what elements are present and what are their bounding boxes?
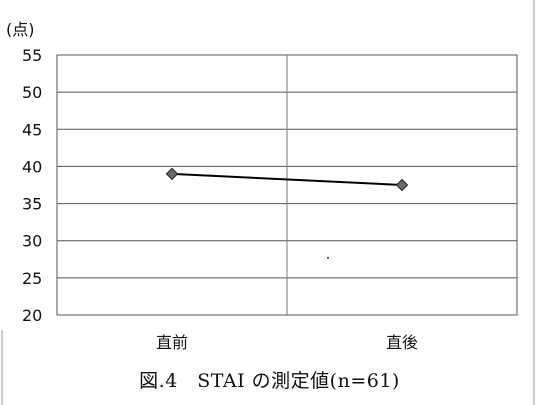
series-group <box>165 167 409 192</box>
y-tick-25: 25 <box>22 269 42 288</box>
y-tick-40: 40 <box>22 157 42 176</box>
y-tick-55: 55 <box>22 46 42 65</box>
y-tick-50: 50 <box>22 83 42 102</box>
data-point-0-0 <box>165 167 179 181</box>
x-category-0: 直前 <box>156 333 188 352</box>
y-unit-label: (点) <box>6 20 35 39</box>
y-tick-45: 45 <box>22 120 42 139</box>
y-tick-35: 35 <box>22 195 42 214</box>
x-category-1: 直後 <box>386 333 418 352</box>
series-line-0 <box>171 172 403 186</box>
data-point-0-1 <box>395 178 409 192</box>
y-tick-labels: 20 25 30 35 40 45 50 55 <box>22 46 42 325</box>
gridlines <box>56 54 518 316</box>
x-category-labels: 直前 直後 <box>156 333 418 352</box>
y-tick-20: 20 <box>22 306 42 325</box>
y-tick-30: 30 <box>22 232 42 251</box>
figure-caption: 図.4 STAI の測定値(n=61) <box>139 370 400 392</box>
scan-speck <box>327 257 329 259</box>
